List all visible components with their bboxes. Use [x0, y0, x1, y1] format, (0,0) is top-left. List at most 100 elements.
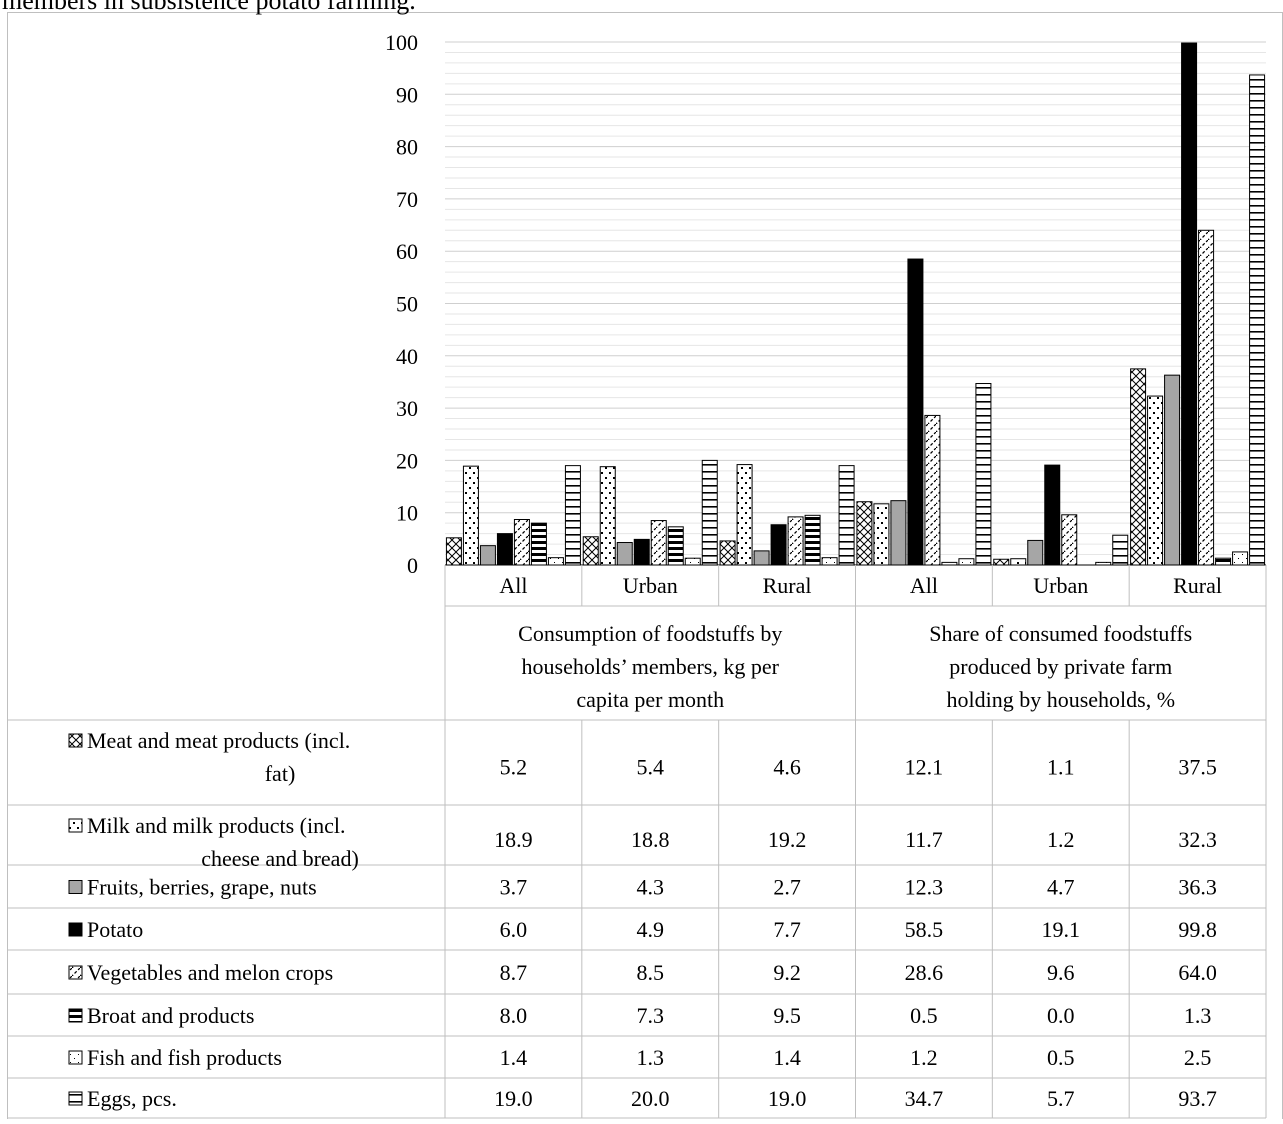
bar: [787, 516, 804, 566]
data-label: 0.0: [1047, 1003, 1075, 1028]
bar: [770, 524, 787, 566]
data-label: 19.1: [1042, 917, 1081, 942]
data-label: 0.5: [910, 1003, 938, 1028]
bar: [650, 520, 667, 566]
bar: [479, 545, 496, 566]
legend-swatch: [68, 922, 83, 937]
data-label: 37.5: [1178, 755, 1217, 780]
data-label: 4.6: [773, 755, 801, 780]
bar: [667, 526, 684, 566]
bar: [1147, 395, 1164, 566]
y-tick-label: 20: [396, 448, 418, 473]
bar: [804, 514, 821, 566]
y-tick-label: 70: [396, 187, 418, 212]
data-label: 19.0: [494, 1086, 533, 1111]
y-tick-label: 50: [396, 292, 418, 317]
bar: [445, 537, 462, 566]
legend-label: Fish and fish products: [87, 1045, 282, 1070]
category-label: All: [910, 573, 938, 598]
bar: [1130, 368, 1147, 566]
data-label: 7.7: [773, 917, 801, 942]
legend-swatch: [68, 818, 83, 833]
bar: [1112, 534, 1129, 566]
legend-label: Potato: [87, 917, 143, 942]
data-label: 11.7: [905, 827, 943, 852]
data-label: 28.6: [905, 960, 944, 985]
data-label: 99.8: [1178, 917, 1217, 942]
y-tick-label: 10: [396, 501, 418, 526]
bar: [1027, 539, 1044, 566]
legend-label: Fruits, berries, grape, nuts: [87, 875, 317, 900]
bar: [582, 536, 599, 566]
legend-swatch: [68, 965, 83, 980]
data-label: 19.0: [768, 1086, 807, 1111]
bar: [616, 542, 633, 566]
bar: [599, 466, 616, 566]
category-label: Urban: [1033, 573, 1088, 598]
data-label: 2.7: [773, 875, 801, 900]
bar: [701, 459, 718, 566]
data-label: 4.7: [1047, 875, 1075, 900]
data-label: 9.6: [1047, 960, 1075, 985]
bar: [924, 414, 941, 566]
y-tick-label: 100: [385, 30, 418, 55]
data-table: All Urban Rural All Urban Rural Consumption of…: [8, 565, 1267, 1119]
data-label: 18.9: [494, 827, 533, 852]
y-axis-ticks: 0 10 20 30 40 50 60 70 80 90 100: [385, 30, 418, 578]
y-tick-label: 30: [396, 396, 418, 421]
data-label: 1.4: [773, 1045, 801, 1070]
gridlines: [445, 41, 1266, 556]
data-label: 1.3: [1184, 1003, 1212, 1028]
bar: [993, 558, 1010, 566]
category-label: Rural: [763, 573, 812, 598]
bar: [1181, 42, 1198, 566]
data-label: 9.5: [773, 1003, 801, 1028]
bar: [513, 518, 530, 566]
bar: [736, 464, 753, 566]
data-label: 1.2: [910, 1045, 938, 1070]
legend-label: Meat and meat products (incl.: [87, 728, 350, 753]
data-label: 9.2: [773, 960, 801, 985]
legend-label: cheese and bread): [201, 846, 359, 871]
data-label: 1.2: [1047, 827, 1075, 852]
y-tick-label: 40: [396, 344, 418, 369]
data-label: 93.7: [1178, 1086, 1217, 1111]
bar: [633, 538, 650, 566]
y-tick-label: 80: [396, 135, 418, 160]
data-label: 18.8: [631, 827, 670, 852]
group-label-line: capita per month: [576, 687, 724, 712]
data-label: 4.3: [637, 875, 665, 900]
bar: [856, 501, 873, 566]
bar: [1044, 464, 1061, 566]
data-label: 8.7: [500, 960, 528, 985]
y-tick-label: 0: [407, 553, 418, 578]
legend-swatch: [68, 1091, 83, 1106]
bar: [462, 465, 479, 566]
group-label-line: households’ members, kg per: [522, 654, 780, 679]
data-label: 32.3: [1178, 827, 1217, 852]
data-label: 7.3: [637, 1003, 665, 1028]
y-tick-label: 60: [396, 239, 418, 264]
data-label: 5.7: [1047, 1086, 1075, 1111]
category-label: Rural: [1173, 573, 1222, 598]
data-label: 8.5: [637, 960, 665, 985]
data-label: 3.7: [500, 875, 528, 900]
data-label: 5.2: [500, 755, 528, 780]
data-label: 8.0: [500, 1003, 528, 1028]
bar: [530, 522, 547, 566]
data-label: 20.0: [631, 1086, 670, 1111]
group-label-line: produced by private farm: [949, 654, 1172, 679]
bar: [684, 557, 701, 566]
data-label: 58.5: [905, 917, 944, 942]
data-label: 1.3: [637, 1045, 665, 1070]
legend-label: Eggs, pcs.: [87, 1086, 177, 1111]
data-label: 12.3: [905, 875, 944, 900]
category-label: All: [499, 573, 527, 598]
bar: [1198, 229, 1215, 566]
caption-text: members in subsistence potato farming.: [2, 0, 416, 15]
data-label: 0.5: [1047, 1045, 1075, 1070]
bar: [975, 383, 992, 566]
bar: [1249, 74, 1266, 566]
bar: [838, 465, 855, 566]
